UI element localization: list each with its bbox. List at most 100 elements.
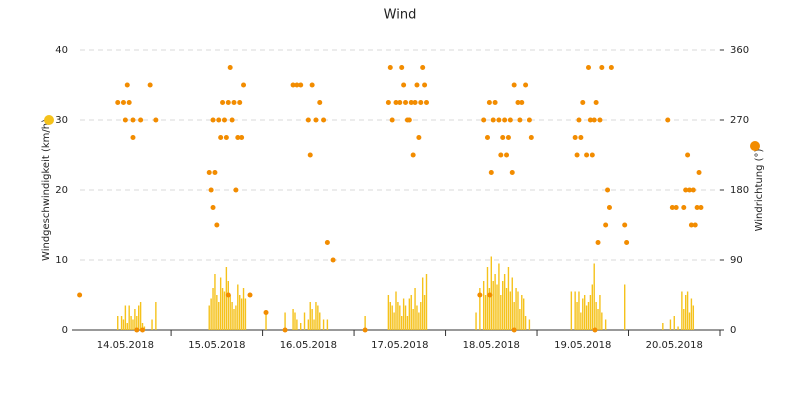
bar bbox=[479, 288, 481, 330]
bar bbox=[692, 305, 695, 330]
point bbox=[511, 327, 517, 333]
legend-marker bbox=[750, 141, 760, 151]
point bbox=[218, 135, 224, 140]
bar bbox=[244, 298, 247, 330]
point bbox=[385, 100, 391, 105]
point bbox=[115, 100, 121, 105]
bar bbox=[124, 305, 127, 330]
point bbox=[505, 135, 511, 140]
point bbox=[580, 100, 586, 105]
bar bbox=[214, 274, 216, 330]
bar bbox=[212, 288, 214, 330]
point bbox=[418, 100, 424, 105]
bar bbox=[225, 267, 228, 330]
point bbox=[153, 117, 159, 123]
point bbox=[399, 65, 405, 70]
bar bbox=[681, 291, 683, 330]
bar bbox=[155, 302, 157, 330]
point bbox=[665, 117, 671, 123]
point bbox=[263, 310, 269, 315]
point bbox=[517, 117, 523, 123]
point bbox=[387, 65, 393, 70]
x-tick-label: 15.05.2018 bbox=[188, 340, 245, 351]
point bbox=[298, 82, 304, 88]
y-tick-label: 30 bbox=[55, 115, 68, 126]
point bbox=[210, 205, 216, 210]
bar bbox=[134, 309, 136, 330]
point bbox=[423, 100, 429, 105]
point bbox=[130, 135, 136, 140]
bar bbox=[139, 302, 142, 330]
point bbox=[593, 100, 599, 105]
y2-tick-label: 270 bbox=[730, 115, 749, 126]
point bbox=[694, 205, 700, 210]
point bbox=[526, 117, 532, 123]
bar bbox=[231, 302, 233, 330]
bar bbox=[410, 295, 412, 330]
point bbox=[233, 187, 239, 193]
bar bbox=[585, 305, 588, 330]
bar bbox=[505, 288, 508, 330]
bar bbox=[688, 312, 691, 330]
bar bbox=[574, 291, 576, 330]
bar bbox=[416, 305, 418, 330]
bar bbox=[583, 295, 586, 330]
bar bbox=[408, 298, 411, 330]
point bbox=[669, 205, 675, 210]
x-tick-label: 14.05.2018 bbox=[97, 340, 154, 351]
point bbox=[578, 135, 584, 140]
point bbox=[317, 100, 323, 105]
point bbox=[500, 135, 506, 140]
point bbox=[488, 170, 494, 175]
x-tick-label: 18.05.2018 bbox=[463, 340, 520, 351]
bar bbox=[402, 298, 405, 330]
bar bbox=[309, 302, 311, 330]
point bbox=[511, 82, 517, 88]
bar bbox=[397, 302, 399, 330]
bar bbox=[513, 302, 515, 330]
point bbox=[572, 135, 578, 140]
bar bbox=[519, 309, 521, 330]
bar bbox=[414, 288, 416, 330]
point bbox=[420, 65, 426, 70]
bar bbox=[669, 319, 672, 330]
point bbox=[294, 82, 300, 88]
bar bbox=[404, 305, 407, 330]
point bbox=[216, 117, 222, 123]
bar bbox=[242, 288, 245, 330]
bar bbox=[265, 312, 267, 330]
point bbox=[587, 117, 593, 123]
bar bbox=[475, 312, 477, 330]
bar bbox=[120, 316, 123, 330]
point bbox=[313, 117, 319, 123]
point bbox=[282, 327, 288, 333]
point bbox=[362, 327, 368, 333]
bar bbox=[395, 291, 397, 330]
point bbox=[77, 292, 83, 298]
point bbox=[124, 82, 130, 88]
point bbox=[221, 117, 227, 123]
point bbox=[624, 240, 630, 245]
bar bbox=[521, 295, 523, 330]
point bbox=[585, 65, 591, 70]
bar bbox=[482, 281, 485, 330]
y2-tick-label: 0 bbox=[730, 325, 736, 336]
point bbox=[597, 117, 603, 123]
point bbox=[206, 170, 212, 175]
bar bbox=[597, 309, 599, 330]
bar bbox=[233, 309, 235, 330]
bar bbox=[494, 274, 496, 330]
bar bbox=[364, 316, 366, 330]
y2-tick-label: 360 bbox=[730, 45, 749, 56]
point bbox=[223, 135, 229, 140]
bar bbox=[322, 319, 325, 330]
legend-marker bbox=[44, 115, 54, 125]
bar bbox=[684, 295, 687, 330]
point bbox=[528, 135, 534, 140]
bar bbox=[216, 295, 218, 330]
bar bbox=[240, 298, 243, 330]
point bbox=[126, 100, 132, 105]
bar bbox=[580, 312, 582, 330]
point bbox=[140, 327, 146, 333]
y2-axis-title: Windrichtung (°) bbox=[754, 149, 765, 232]
